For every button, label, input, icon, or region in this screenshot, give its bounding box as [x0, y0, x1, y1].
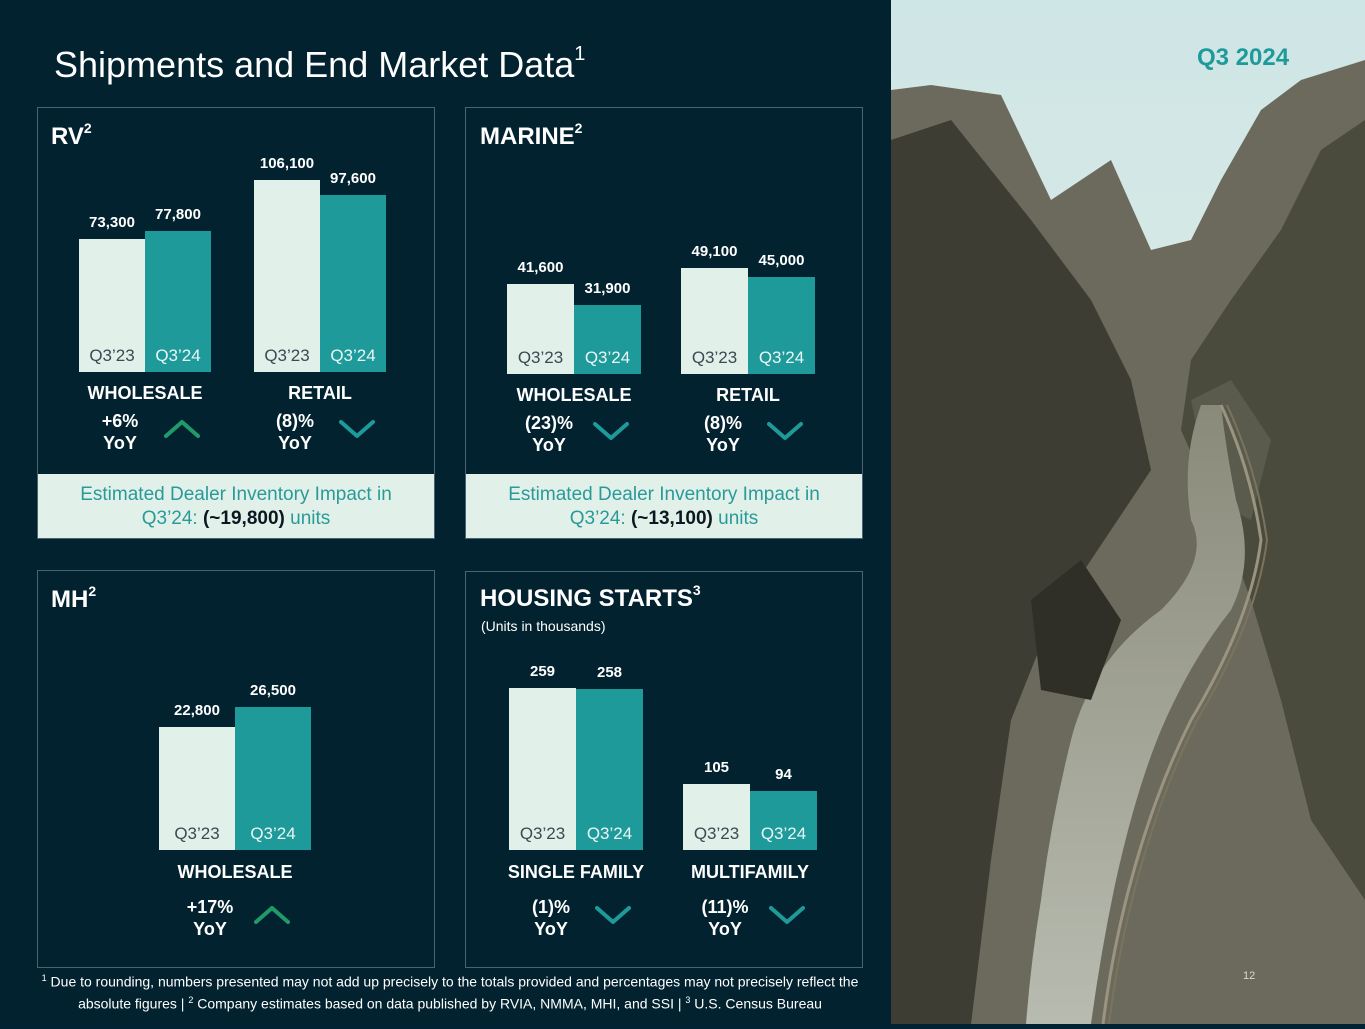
rv-bar-period-label: Q3’24	[155, 346, 201, 365]
rv-yoy-change: (8)% YoY	[275, 411, 314, 453]
mh-value-label: 26,500	[250, 682, 296, 699]
rv-yoy-change: +6% YoY	[101, 411, 139, 453]
mh-bar-period-label: Q3’24	[250, 824, 296, 843]
rv-value-label: 73,300	[89, 214, 135, 231]
rv-panel-title: RV2	[51, 120, 92, 150]
marine-bar-current: Q3’24	[574, 305, 641, 374]
housing-value-label: 105	[703, 759, 730, 776]
title-footnote-marker: 1	[574, 43, 586, 65]
rv-value-label: 106,100	[259, 155, 315, 172]
up-arrow-icon	[254, 904, 290, 926]
mh-value-label: 22,800	[174, 702, 220, 719]
down-arrow-icon	[593, 420, 629, 442]
marine-panel-title: MARINE2	[480, 120, 583, 150]
rv-category-label: RETAIL	[288, 383, 352, 403]
marine-bar-period-label: Q3’24	[584, 348, 631, 367]
housing-panel-title: HOUSING STARTS3	[480, 582, 701, 612]
down-arrow-icon	[595, 904, 631, 926]
mh-bar-current: Q3’24	[235, 707, 311, 850]
page-title: Shipments and End Market Data1	[54, 43, 586, 85]
marine-bar-current: Q3’24	[748, 277, 815, 374]
mh-category-label: WHOLESALE	[177, 862, 293, 882]
marine-bar-period-label: Q3’23	[517, 348, 564, 367]
down-arrow-icon	[767, 420, 803, 442]
down-arrow-icon	[339, 418, 375, 440]
mh-panel-title: MH2	[51, 583, 97, 613]
marine-bar-prior: Q3’23	[681, 268, 748, 374]
marine-value-label: 45,000	[758, 252, 805, 269]
marine-dealer-inventory-note: Estimated Dealer Inventory Impact in Q3’…	[466, 474, 862, 538]
canyon-river-photo	[891, 0, 1365, 1025]
footnote: 1 Due to rounding, numbers presented may…	[41, 973, 859, 1012]
rv-bar-prior: Q3’23	[79, 239, 145, 372]
housing-bar-period-label: Q3’23	[519, 824, 566, 843]
rv-bar-period-label: Q3’23	[264, 346, 310, 365]
housing-yoy-change: (1)% YoY	[531, 897, 570, 939]
marine-category-label: WHOLESALE	[516, 385, 632, 405]
marine-bar-period-label: Q3’23	[691, 348, 738, 367]
page-number: 12	[1243, 970, 1256, 982]
period-badge: Q3 2024	[1197, 44, 1290, 71]
up-arrow-icon	[164, 418, 200, 440]
housing-value-label: 258	[596, 664, 623, 681]
marine-yoy-change: (23)% YoY	[524, 413, 573, 455]
rv-dealer-inventory-note: Estimated Dealer Inventory Impact in Q3’…	[38, 474, 434, 538]
housing-value-label: 259	[529, 663, 556, 680]
housing-category-label: MULTIFAMILY	[691, 862, 809, 882]
housing-bar-period-label: Q3’24	[586, 824, 633, 843]
rv-bar-current: Q3’24	[320, 195, 386, 372]
housing-bar-prior: Q3’23	[683, 784, 750, 850]
rv-value-label: 97,600	[330, 170, 376, 187]
rv-category-label: WHOLESALE	[87, 383, 203, 403]
housing-bar-current: Q3’24	[576, 689, 643, 850]
marine-bar-period-label: Q3’24	[758, 348, 805, 367]
marine-value-label: 49,100	[691, 243, 738, 260]
marine-bar-prior: Q3’23	[507, 284, 574, 374]
mh-bar-period-label: Q3’23	[174, 824, 220, 843]
housing-bar-prior: Q3’23	[509, 688, 576, 850]
rv-bar-prior: Q3’23	[254, 180, 320, 372]
housing-bar-period-label: Q3’23	[693, 824, 740, 843]
housing-bar-current: Q3’24	[750, 791, 817, 850]
marine-yoy-change: (8)% YoY	[703, 413, 742, 455]
housing-category-label: SINGLE FAMILY	[507, 862, 645, 882]
marine-value-label: 41,600	[517, 259, 564, 276]
housing-value-label: 94	[775, 766, 792, 783]
marine-category-label: RETAIL	[716, 385, 780, 405]
down-arrow-icon	[769, 904, 805, 926]
rv-value-label: 77,800	[155, 206, 201, 223]
mh-bar-prior: Q3’23	[159, 727, 235, 850]
housing-bar-period-label: Q3’24	[760, 824, 807, 843]
rv-bar-period-label: Q3’23	[89, 346, 135, 365]
rv-bar-current: Q3’24	[145, 231, 211, 372]
rv-bar-period-label: Q3’24	[330, 346, 376, 365]
housing-units-note: (Units in thousands)	[481, 618, 606, 634]
mh-yoy-change: +17% YoY	[186, 897, 234, 939]
housing-yoy-change: (11)% YoY	[701, 897, 749, 939]
marine-value-label: 31,900	[584, 280, 631, 297]
